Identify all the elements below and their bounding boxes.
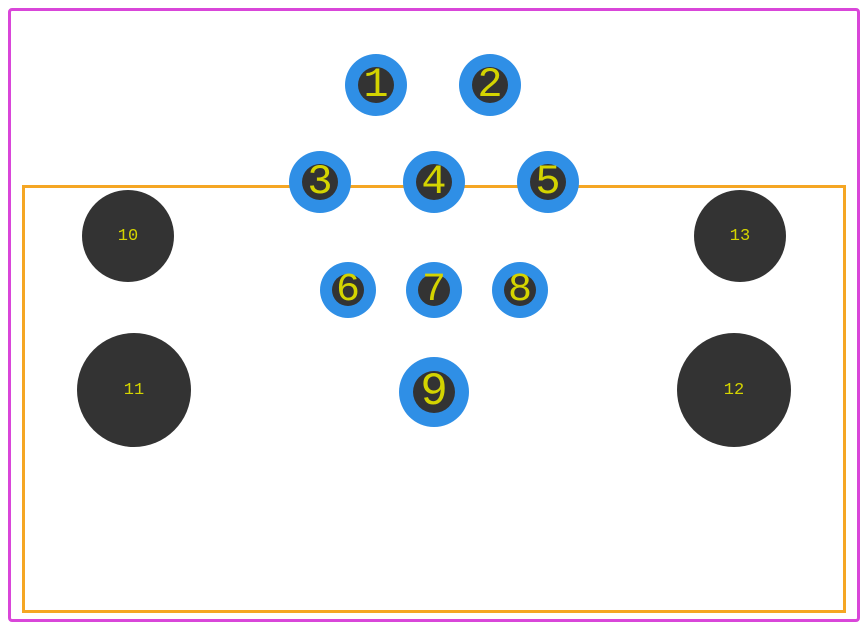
pad-label: 10 bbox=[118, 227, 138, 246]
pad-8: 8 bbox=[492, 262, 548, 318]
pad-2: 2 bbox=[459, 54, 521, 116]
pad-label: 13 bbox=[730, 227, 750, 246]
mounting-pad-13: 13 bbox=[694, 190, 786, 282]
pad-6: 6 bbox=[320, 262, 376, 318]
pad-5: 5 bbox=[517, 151, 579, 213]
pad-label: 9 bbox=[420, 366, 448, 418]
pad-label: 7 bbox=[422, 268, 446, 313]
pad-label: 11 bbox=[124, 381, 144, 400]
mounting-pad-10: 10 bbox=[82, 190, 174, 282]
pad-label: 4 bbox=[421, 158, 446, 206]
pad-label: 1 bbox=[363, 61, 388, 109]
pad-label: 6 bbox=[336, 268, 360, 313]
pad-4: 4 bbox=[403, 151, 465, 213]
pad-9: 9 bbox=[399, 357, 469, 427]
pad-label: 2 bbox=[477, 61, 502, 109]
mounting-pad-12: 12 bbox=[677, 333, 791, 447]
pad-label: 5 bbox=[535, 158, 560, 206]
pad-3: 3 bbox=[289, 151, 351, 213]
pad-7: 7 bbox=[406, 262, 462, 318]
pad-label: 12 bbox=[724, 381, 744, 400]
pad-1: 1 bbox=[345, 54, 407, 116]
pad-label: 3 bbox=[307, 158, 332, 206]
pad-label: 8 bbox=[508, 268, 532, 313]
mounting-pad-11: 11 bbox=[77, 333, 191, 447]
